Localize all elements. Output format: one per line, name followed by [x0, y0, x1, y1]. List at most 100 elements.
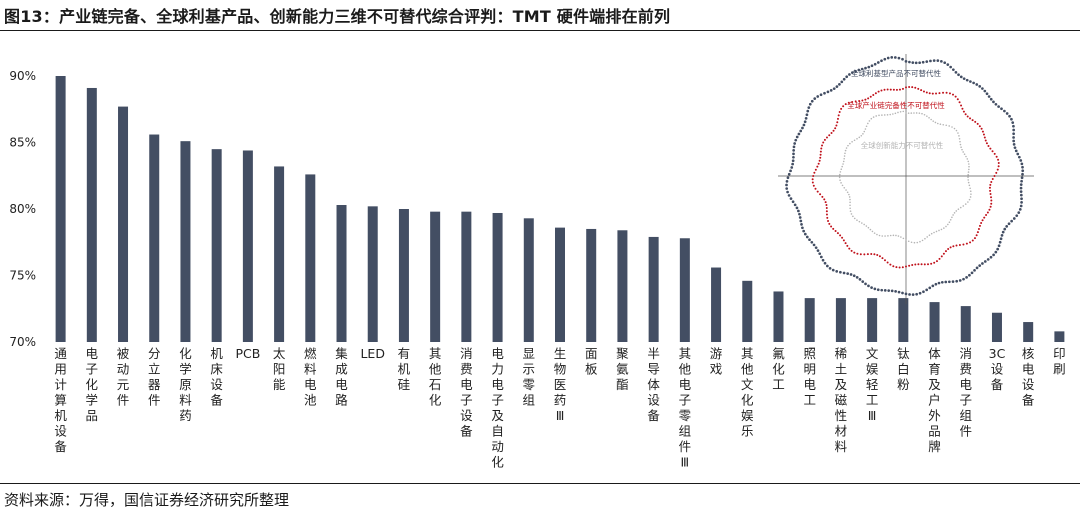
inset-dot — [841, 165, 843, 168]
inset-dot — [980, 221, 983, 224]
inset-dot — [916, 241, 919, 244]
inset-dot — [989, 255, 993, 259]
bar — [55, 76, 66, 342]
inset-dot — [871, 230, 874, 233]
inset-dot — [1019, 186, 1023, 190]
inset-dot — [878, 114, 880, 117]
inset-dot — [990, 202, 993, 205]
inset-dot — [992, 100, 995, 104]
inset-dot — [904, 292, 908, 296]
inset-dot — [928, 286, 932, 290]
bar — [898, 298, 909, 342]
inset-dot — [805, 113, 809, 117]
inset-dot — [958, 101, 961, 104]
inset-dot — [793, 203, 797, 207]
inset-dot — [861, 99, 864, 102]
inset-dot — [953, 127, 956, 130]
inset-dot — [999, 237, 1003, 241]
inset-dot — [828, 134, 831, 137]
inset-dot — [907, 240, 910, 243]
inset-dot — [895, 266, 898, 269]
inset-dot — [970, 193, 972, 195]
inset-dot — [831, 268, 835, 272]
inset-dot — [864, 66, 867, 70]
inset-dot — [823, 138, 826, 141]
bar — [305, 174, 316, 342]
inset-dot — [870, 117, 873, 120]
bar — [929, 302, 940, 342]
inset-dot — [989, 147, 992, 150]
inset-dot — [822, 141, 825, 144]
inset-dot — [813, 97, 817, 100]
inset-dot — [902, 110, 905, 113]
inset-dot — [858, 278, 862, 281]
inset-dot — [816, 165, 819, 168]
y-tick-label: 85% — [9, 136, 36, 150]
inset-dot — [842, 271, 846, 275]
inset-dot — [984, 139, 987, 142]
x-category-label: 聚氨酯 — [616, 346, 629, 392]
bar — [274, 166, 285, 342]
inset-dot — [818, 252, 822, 256]
x-category-label: 太阳能 — [273, 346, 286, 392]
inset-dot — [803, 120, 807, 124]
inset-dot — [948, 280, 951, 284]
inset-dot — [910, 112, 913, 114]
inset-dot — [849, 198, 851, 201]
inset-dot — [814, 168, 817, 171]
inset-dot — [1012, 132, 1015, 136]
inset-dot — [922, 290, 925, 294]
inset-dot — [845, 75, 849, 79]
inset-dot — [965, 276, 968, 279]
inset-dot — [848, 196, 851, 198]
inset-dot — [867, 284, 870, 288]
inset-dot — [889, 234, 892, 237]
inset-dot — [843, 157, 845, 160]
inset-dot — [922, 90, 925, 93]
inset-dot — [827, 220, 830, 223]
inset-dot — [854, 69, 857, 73]
inset-dot — [904, 60, 908, 63]
inset-dot — [905, 265, 907, 268]
inset-dot — [983, 136, 986, 139]
inset-dot — [839, 270, 842, 274]
inset-dot — [959, 206, 962, 209]
inset-dot — [945, 225, 947, 228]
inset-dot — [940, 228, 943, 231]
inset-dot — [877, 90, 880, 93]
x-category-label: 面板 — [585, 346, 598, 377]
inset-dot — [967, 160, 970, 163]
inset-dot — [870, 286, 873, 289]
inset-dot — [989, 192, 992, 195]
inset-dot — [964, 113, 967, 116]
inset-dot — [858, 220, 861, 223]
inset-dot — [821, 258, 825, 262]
inset-dot — [787, 194, 791, 197]
inset-dot — [816, 190, 819, 193]
inset-dot — [951, 280, 955, 283]
inset-dot — [864, 282, 867, 286]
inset-dot — [981, 130, 984, 133]
inset-dot — [928, 116, 930, 119]
x-category-label: 印刷 — [1053, 346, 1066, 377]
inset-dot — [810, 240, 814, 244]
inset-dot — [785, 183, 788, 187]
inset-dot — [848, 247, 851, 250]
inset-dot — [975, 83, 979, 86]
inset-dot — [938, 92, 941, 95]
inset-dot — [1020, 201, 1023, 204]
inset-dot — [1010, 219, 1013, 223]
inset-dot — [981, 219, 984, 222]
inset-dot — [1011, 121, 1015, 124]
bar — [679, 238, 690, 342]
inset-dot — [873, 232, 876, 234]
bar — [835, 298, 846, 342]
inset-dot — [942, 91, 945, 94]
inset-dot — [842, 163, 844, 165]
inset-dot — [969, 241, 972, 244]
inset-dot — [962, 110, 965, 113]
inset-dot — [858, 100, 861, 103]
inset-dot — [823, 91, 826, 95]
inset-dot — [978, 224, 981, 227]
inset-dot — [880, 288, 884, 292]
